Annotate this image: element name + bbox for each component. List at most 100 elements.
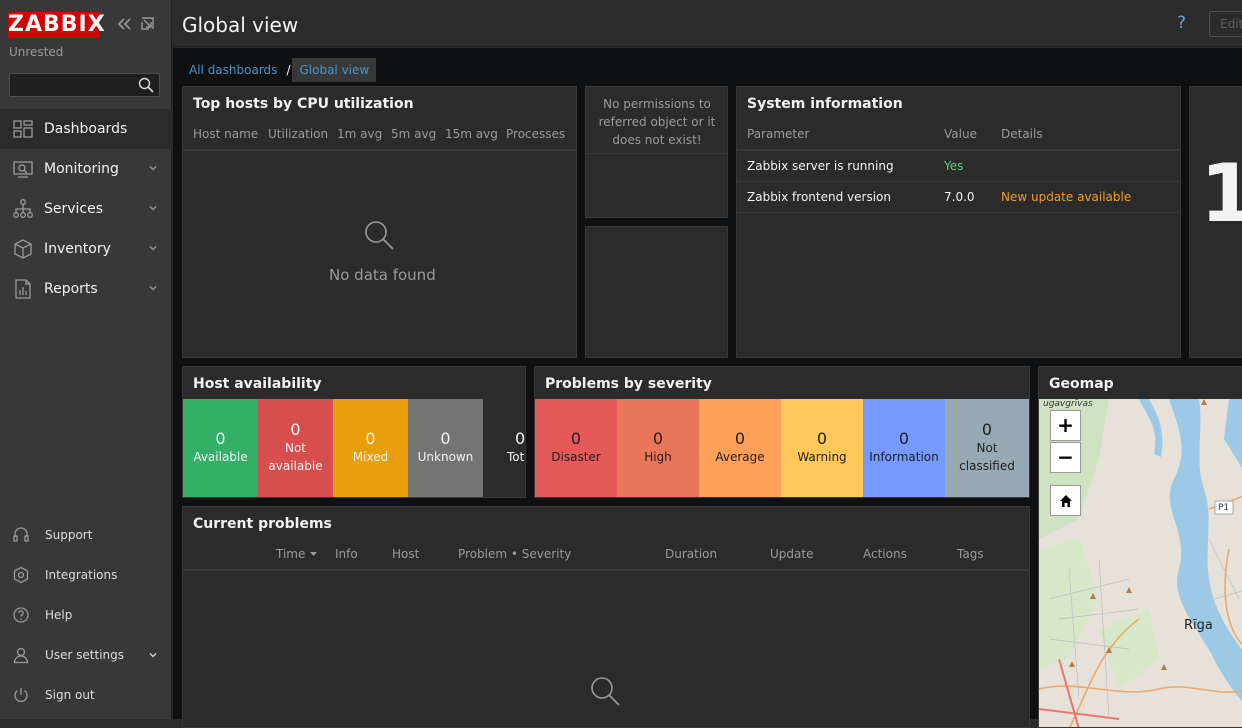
column-header: 1m avg bbox=[337, 127, 383, 141]
menu-support-label: Support bbox=[45, 528, 93, 542]
dashboards-icon bbox=[13, 120, 33, 138]
column-header: 15m avg bbox=[445, 127, 498, 141]
tile-label: Disaster bbox=[551, 450, 601, 464]
headset-icon bbox=[13, 527, 29, 542]
divider bbox=[737, 181, 1180, 182]
tile-label: Not classified bbox=[959, 441, 1015, 473]
menu-services[interactable]: Services bbox=[0, 189, 172, 229]
divider bbox=[586, 153, 727, 154]
column-header: Actions bbox=[863, 547, 907, 561]
widget-no-permissions: No permissions to referred object or it … bbox=[585, 86, 728, 218]
tile-disaster[interactable]: 0 Disaster bbox=[535, 399, 617, 497]
system-info-details[interactable]: New update available bbox=[1001, 190, 1132, 204]
zoom-out-button[interactable]: − bbox=[1050, 442, 1081, 473]
breadcrumb-all-dashboards[interactable]: All dashboards bbox=[189, 63, 278, 77]
kiosk-mode-icon[interactable] bbox=[139, 14, 157, 34]
widget-top-hosts: Top hosts by CPU utilization Host name U… bbox=[182, 86, 577, 358]
menu-monitoring[interactable]: Monitoring bbox=[0, 149, 172, 189]
breadcrumb-separator: / bbox=[286, 63, 291, 77]
tile-warning[interactable]: 0 Warning bbox=[781, 399, 863, 497]
services-icon bbox=[13, 199, 33, 218]
column-header-label: Time bbox=[276, 547, 306, 561]
column-header-time[interactable]: Time bbox=[276, 547, 318, 561]
menu-sign-out-label: Sign out bbox=[45, 688, 95, 702]
zoom-in-button[interactable]: + bbox=[1050, 410, 1081, 441]
widget-title: Problems by severity bbox=[545, 376, 712, 392]
map-canvas[interactable]: P1 Rīga ugavgrīvas + − bbox=[1039, 399, 1242, 727]
inventory-icon bbox=[14, 239, 32, 259]
integrations-icon bbox=[13, 566, 29, 584]
menu-sign-out[interactable]: Sign out bbox=[0, 675, 172, 715]
tile-not-classified[interactable]: 0 Not classified bbox=[945, 399, 1029, 497]
tile-count: 0 bbox=[734, 429, 746, 448]
tile-label: Available bbox=[193, 450, 248, 464]
menu-inventory[interactable]: Inventory bbox=[0, 229, 172, 269]
menu-help-label: Help bbox=[45, 608, 73, 622]
reports-icon bbox=[15, 279, 31, 299]
menu-integrations[interactable]: Integrations bbox=[0, 555, 172, 595]
menu-support[interactable]: Support bbox=[0, 515, 172, 555]
system-info-parameter: Zabbix frontend version bbox=[747, 190, 891, 204]
column-header: Problem • Severity bbox=[458, 547, 572, 561]
clock-digit: 1 bbox=[1200, 147, 1242, 240]
system-info-value: Yes bbox=[944, 159, 964, 173]
tile-label: High bbox=[644, 450, 672, 464]
menu-help[interactable]: Help bbox=[0, 595, 172, 635]
edit-dashboard-button[interactable]: Edit bbox=[1209, 11, 1242, 37]
widget-empty bbox=[585, 226, 728, 358]
chevron-down-icon bbox=[149, 653, 157, 658]
search-icon[interactable] bbox=[138, 77, 154, 93]
menu-dashboards[interactable]: Dashboards bbox=[0, 109, 172, 149]
no-data-search-icon bbox=[365, 221, 394, 250]
tile-count: 0 bbox=[515, 429, 526, 448]
divider bbox=[737, 212, 1180, 213]
tile-count: 0 bbox=[215, 429, 226, 448]
search-input[interactable] bbox=[9, 73, 160, 97]
main-menu: Dashboards Monitoring Services Inventory… bbox=[0, 109, 172, 309]
menu-reports-label: Reports bbox=[44, 281, 98, 297]
help-button[interactable]: ? bbox=[1177, 13, 1187, 33]
column-header: Info bbox=[335, 547, 358, 561]
widget-title: Top hosts by CPU utilization bbox=[193, 96, 414, 112]
home-icon bbox=[1059, 495, 1072, 507]
system-info-value: 7.0.0 bbox=[944, 190, 975, 204]
page-header: Global view ? Edit bbox=[173, 0, 1242, 47]
tile-unknown[interactable]: 0 Unknown bbox=[408, 399, 483, 497]
tile-label: Average bbox=[715, 450, 765, 464]
chevron-down-icon bbox=[149, 246, 157, 251]
collapse-sidebar-icon[interactable] bbox=[115, 14, 133, 34]
tile-average[interactable]: 0 Average bbox=[699, 399, 781, 497]
chevron-down-icon bbox=[149, 166, 157, 171]
zabbix-logo[interactable]: ZABBIX bbox=[8, 12, 106, 38]
tile-mixed[interactable]: 0 Mixed bbox=[333, 399, 408, 497]
tile-total[interactable]: 0 Tota bbox=[503, 399, 526, 497]
tile-count: 0 bbox=[570, 429, 582, 448]
widget-title: Host availability bbox=[193, 376, 322, 392]
menu-user-settings[interactable]: User settings bbox=[0, 635, 172, 675]
dashboard-area: All dashboards / Global view Top hosts b… bbox=[173, 48, 1242, 728]
menu-monitoring-label: Monitoring bbox=[44, 161, 119, 177]
home-view-button[interactable] bbox=[1050, 485, 1081, 516]
breadcrumb-current[interactable]: Global view bbox=[292, 58, 377, 82]
tile-count: 0 bbox=[365, 429, 376, 448]
tile-high[interactable]: 0 High bbox=[617, 399, 699, 497]
tile-count: 0 bbox=[898, 429, 910, 448]
tile-not-available[interactable]: 0 Not available bbox=[258, 399, 333, 497]
tile-information[interactable]: 0 Information bbox=[863, 399, 945, 497]
widget-clock: 1 bbox=[1189, 86, 1242, 358]
widget-title: Current problems bbox=[193, 516, 332, 532]
page-title: Global view bbox=[182, 13, 299, 37]
tile-count: 0 bbox=[981, 420, 993, 439]
bottom-menu: Support Integrations Help User settings … bbox=[0, 515, 172, 715]
monitoring-icon bbox=[13, 161, 33, 178]
column-header: Host name bbox=[193, 127, 259, 141]
tile-count: 0 bbox=[816, 429, 828, 448]
help-icon bbox=[13, 607, 29, 623]
no-permissions-text: No permissions to referred object or it … bbox=[598, 97, 716, 147]
tile-available[interactable]: 0 Available bbox=[183, 399, 258, 497]
menu-reports[interactable]: Reports bbox=[0, 269, 172, 309]
tile-label: Not available bbox=[268, 441, 323, 473]
column-header: Tags bbox=[957, 547, 984, 561]
widget-problems-by-severity: Problems by severity 0 Disaster 0 High 0… bbox=[534, 366, 1030, 498]
column-header: Duration bbox=[665, 547, 718, 561]
